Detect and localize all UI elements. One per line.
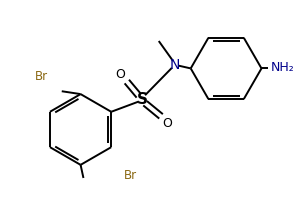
Text: O: O xyxy=(116,68,125,81)
Text: Br: Br xyxy=(35,70,48,83)
Text: O: O xyxy=(162,117,172,130)
Text: S: S xyxy=(137,92,148,107)
Text: Br: Br xyxy=(124,169,137,182)
Text: N: N xyxy=(170,58,180,72)
Text: NH₂: NH₂ xyxy=(271,61,294,74)
